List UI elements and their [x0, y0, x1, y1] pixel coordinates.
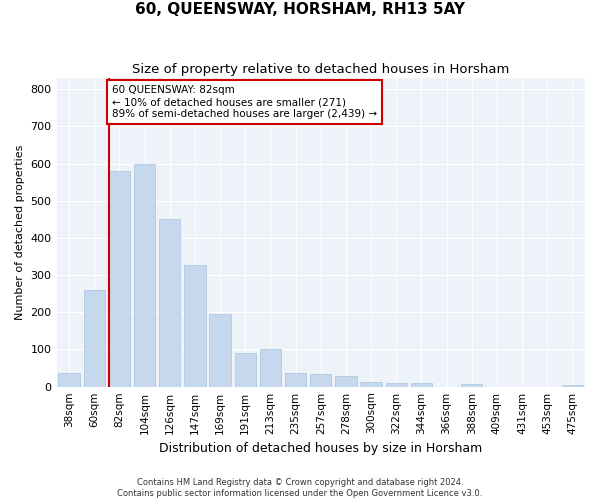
X-axis label: Distribution of detached houses by size in Horsham: Distribution of detached houses by size … — [159, 442, 482, 455]
Bar — [109, 171, 130, 386]
Bar — [285, 373, 307, 386]
Bar — [461, 384, 482, 386]
Title: Size of property relative to detached houses in Horsham: Size of property relative to detached ho… — [132, 62, 509, 76]
Bar — [260, 350, 281, 387]
Bar — [235, 353, 256, 386]
Bar — [83, 290, 105, 386]
Bar — [209, 314, 231, 386]
Text: 60, QUEENSWAY, HORSHAM, RH13 5AY: 60, QUEENSWAY, HORSHAM, RH13 5AY — [135, 2, 465, 18]
Y-axis label: Number of detached properties: Number of detached properties — [15, 144, 25, 320]
Bar — [411, 383, 432, 386]
Text: Contains HM Land Registry data © Crown copyright and database right 2024.
Contai: Contains HM Land Registry data © Crown c… — [118, 478, 482, 498]
Bar — [335, 376, 356, 386]
Bar — [184, 264, 206, 386]
Text: 60 QUEENSWAY: 82sqm
← 10% of detached houses are smaller (271)
89% of semi-detac: 60 QUEENSWAY: 82sqm ← 10% of detached ho… — [112, 86, 377, 118]
Bar — [134, 164, 155, 386]
Bar — [310, 374, 331, 386]
Bar — [386, 383, 407, 386]
Bar — [361, 382, 382, 386]
Bar — [58, 372, 80, 386]
Bar — [159, 220, 181, 386]
Bar — [562, 385, 583, 386]
